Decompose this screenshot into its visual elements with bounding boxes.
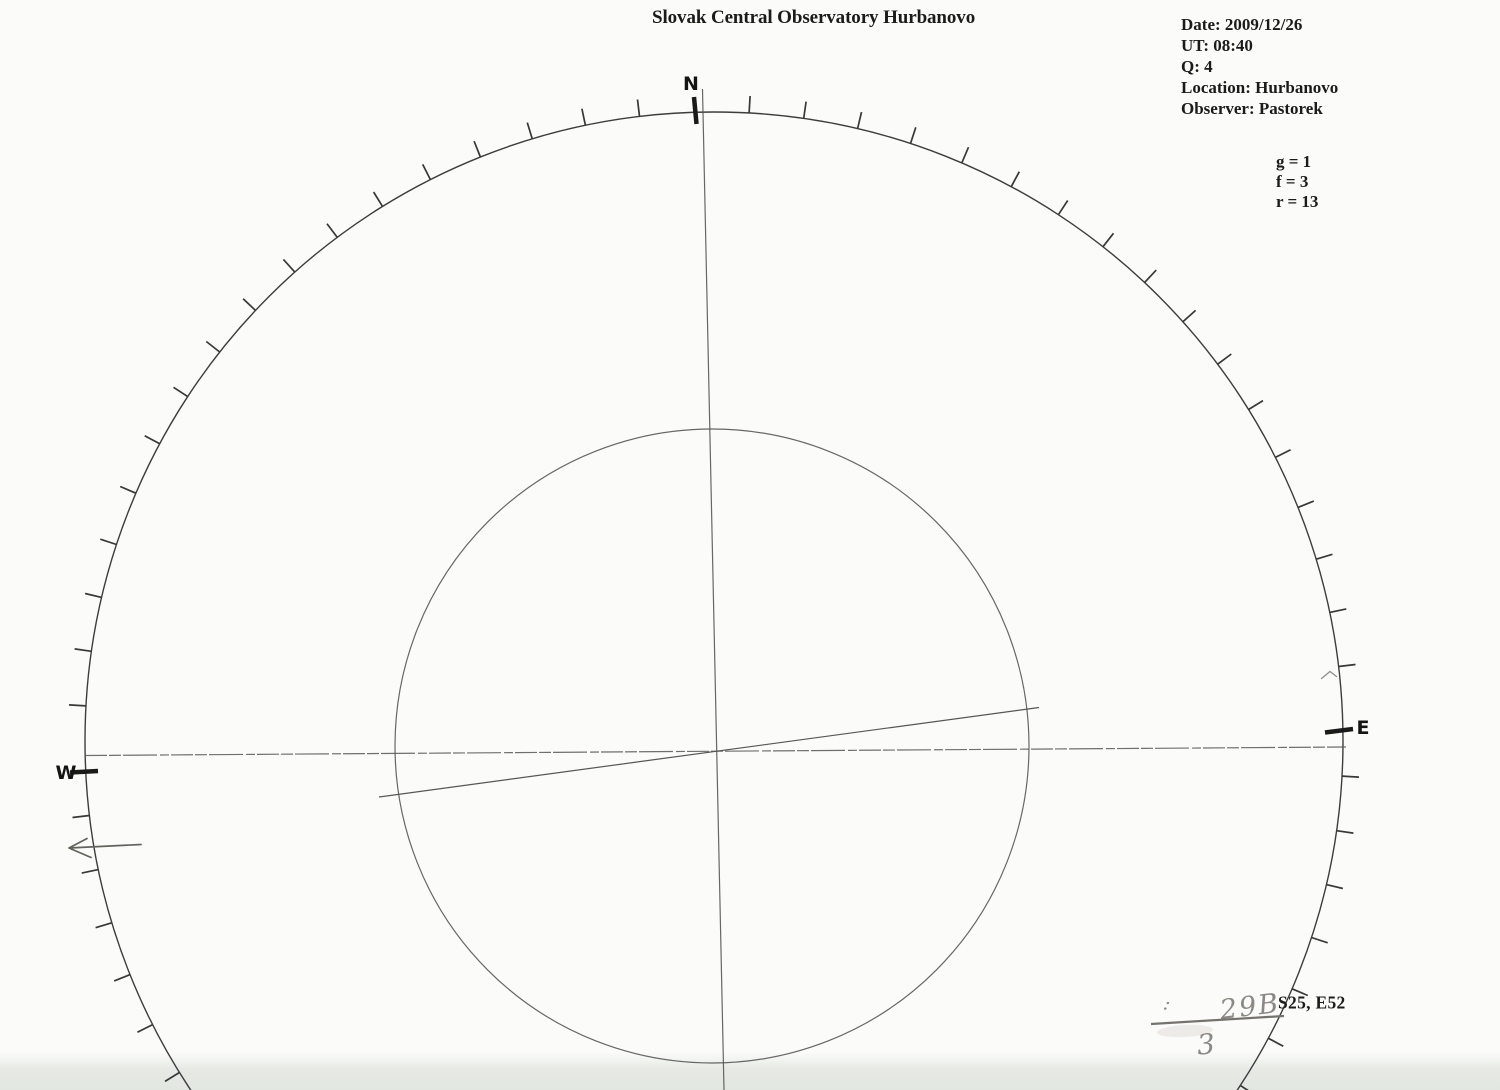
limb-tick [72, 814, 90, 819]
observer-value: Pastorek [1258, 99, 1323, 118]
limb-tick [1182, 309, 1197, 323]
location-label: Location: [1181, 78, 1251, 97]
limb-tick [1315, 553, 1333, 561]
limb-tick [636, 99, 641, 117]
location-value: Hurbanovo [1255, 78, 1339, 97]
limb-tick [1338, 663, 1356, 668]
observer-label: Observer: [1181, 99, 1255, 118]
west-arrow [68, 837, 142, 859]
ut-value: 08:40 [1213, 36, 1253, 55]
handwritten-drawing-number: 3 [1196, 1027, 1217, 1061]
limb-tick [1102, 232, 1115, 248]
observation-info-panel: Date: 2009/12/26 UT: 08:40 Q: 4 Location… [1181, 14, 1338, 119]
limb-tick [1248, 399, 1264, 411]
count-relative-number: r = 13 [1276, 192, 1319, 211]
orientation-line [378, 706, 1040, 798]
info-line-date: Date: 2009/12/26 [1181, 14, 1338, 35]
limb-tick [1341, 775, 1360, 778]
limb-tick [1267, 1037, 1284, 1048]
limb-tick-marks [68, 95, 1360, 1090]
limb-tick [1311, 936, 1328, 944]
info-line-location: Location: Hurbanovo [1181, 77, 1338, 98]
limb-tick [421, 164, 432, 180]
limb-tick [113, 973, 131, 982]
west-tick [69, 768, 99, 775]
limb-tick [1275, 448, 1291, 459]
crosshair-vertical [701, 88, 725, 1090]
limb-tick [326, 223, 338, 238]
fraction-line [1150, 1014, 1285, 1026]
limb-tick [119, 485, 137, 494]
limb-tick [282, 258, 296, 273]
info-line-ut: UT: 08:40 [1181, 35, 1338, 56]
limb-tick [100, 538, 117, 546]
limb-tick [205, 340, 221, 353]
east-tick [1324, 726, 1354, 735]
east-label: E [1357, 717, 1370, 739]
count-spots: f = 3 [1276, 172, 1309, 191]
info-line-quality: Q: 4 [1181, 56, 1338, 77]
quality-label: Q: [1181, 57, 1200, 76]
eraser-smudge [1157, 1024, 1213, 1038]
limb-tick [74, 648, 92, 653]
date-label: Date: [1181, 15, 1221, 34]
inner-reference-circle [394, 428, 1030, 1064]
limb-tick [242, 298, 257, 312]
limb-tick [1336, 829, 1354, 834]
scan-edge-band [0, 1052, 1500, 1090]
limb-tick [1326, 883, 1344, 890]
info-line-observer: Observer: Pastorek [1181, 98, 1338, 119]
limb-tick [802, 101, 807, 119]
limb-tick [1010, 171, 1021, 188]
stray-pencil-mark [1320, 670, 1338, 680]
limb-tick [856, 111, 863, 129]
limb-tick [581, 108, 587, 126]
date-value: 2009/12/26 [1224, 15, 1303, 34]
limb-tick [137, 1023, 153, 1034]
limb-tick [1329, 608, 1347, 614]
limb-tick [95, 921, 113, 929]
limb-tick [1217, 353, 1232, 365]
limb-tick [68, 704, 87, 707]
limb-tick [1297, 500, 1315, 509]
quality-value: 4 [1204, 57, 1213, 76]
limb-tick [173, 386, 189, 398]
ut-label: UT: [1181, 36, 1210, 55]
north-tick [691, 96, 699, 125]
west-label: W [56, 762, 77, 784]
solar-limb-circle [84, 111, 1344, 1090]
sunspot-counts-panel: g = 1 f = 3 r = 13 [1276, 152, 1318, 212]
limb-tick [473, 140, 482, 158]
limb-tick [526, 122, 534, 140]
north-label: N [683, 73, 699, 95]
limb-tick [164, 1071, 180, 1083]
limb-tick [372, 191, 384, 207]
limb-tick [81, 868, 99, 874]
handwritten-mark: : [1161, 992, 1173, 1015]
limb-tick [1239, 1084, 1249, 1090]
limb-tick [748, 95, 751, 114]
position-label: S25, E52 [1278, 993, 1346, 1013]
limb-tick [909, 127, 917, 144]
limb-tick [84, 592, 102, 599]
limb-tick [1057, 200, 1069, 216]
limb-tick [961, 146, 970, 164]
count-groups: g = 1 [1276, 152, 1312, 171]
observatory-title: Slovak Central Observatory Hurbanovo [652, 7, 976, 28]
limb-tick [1143, 269, 1157, 284]
limb-tick [1291, 988, 1309, 997]
limb-tick [144, 434, 161, 445]
